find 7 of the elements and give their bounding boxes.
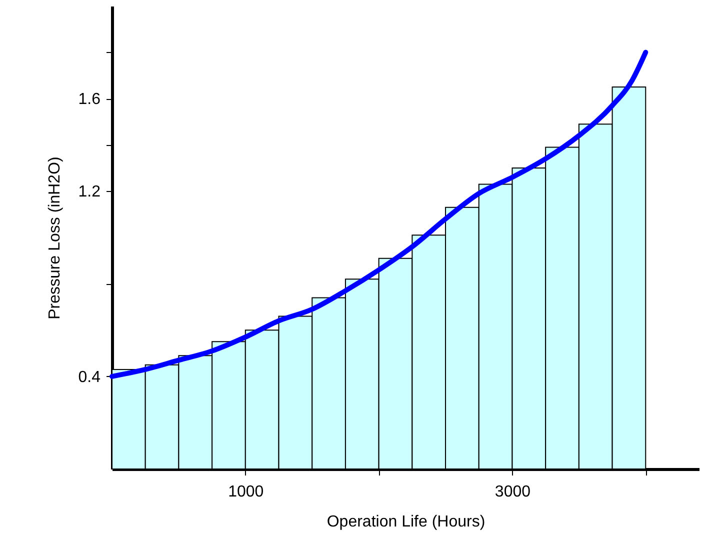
y-axis-title: Pressure Loss (inH2O) <box>46 156 64 320</box>
y-tick-label: 0.4 <box>78 368 101 386</box>
x-axis-title: Operation Life (Hours) <box>326 514 486 530</box>
y-tick-label: 1.6 <box>78 91 101 108</box>
x-tick-label: 1000 <box>228 484 264 500</box>
x-tick-label: 3000 <box>494 484 531 500</box>
y-tick-label: 1.2 <box>78 184 101 201</box>
